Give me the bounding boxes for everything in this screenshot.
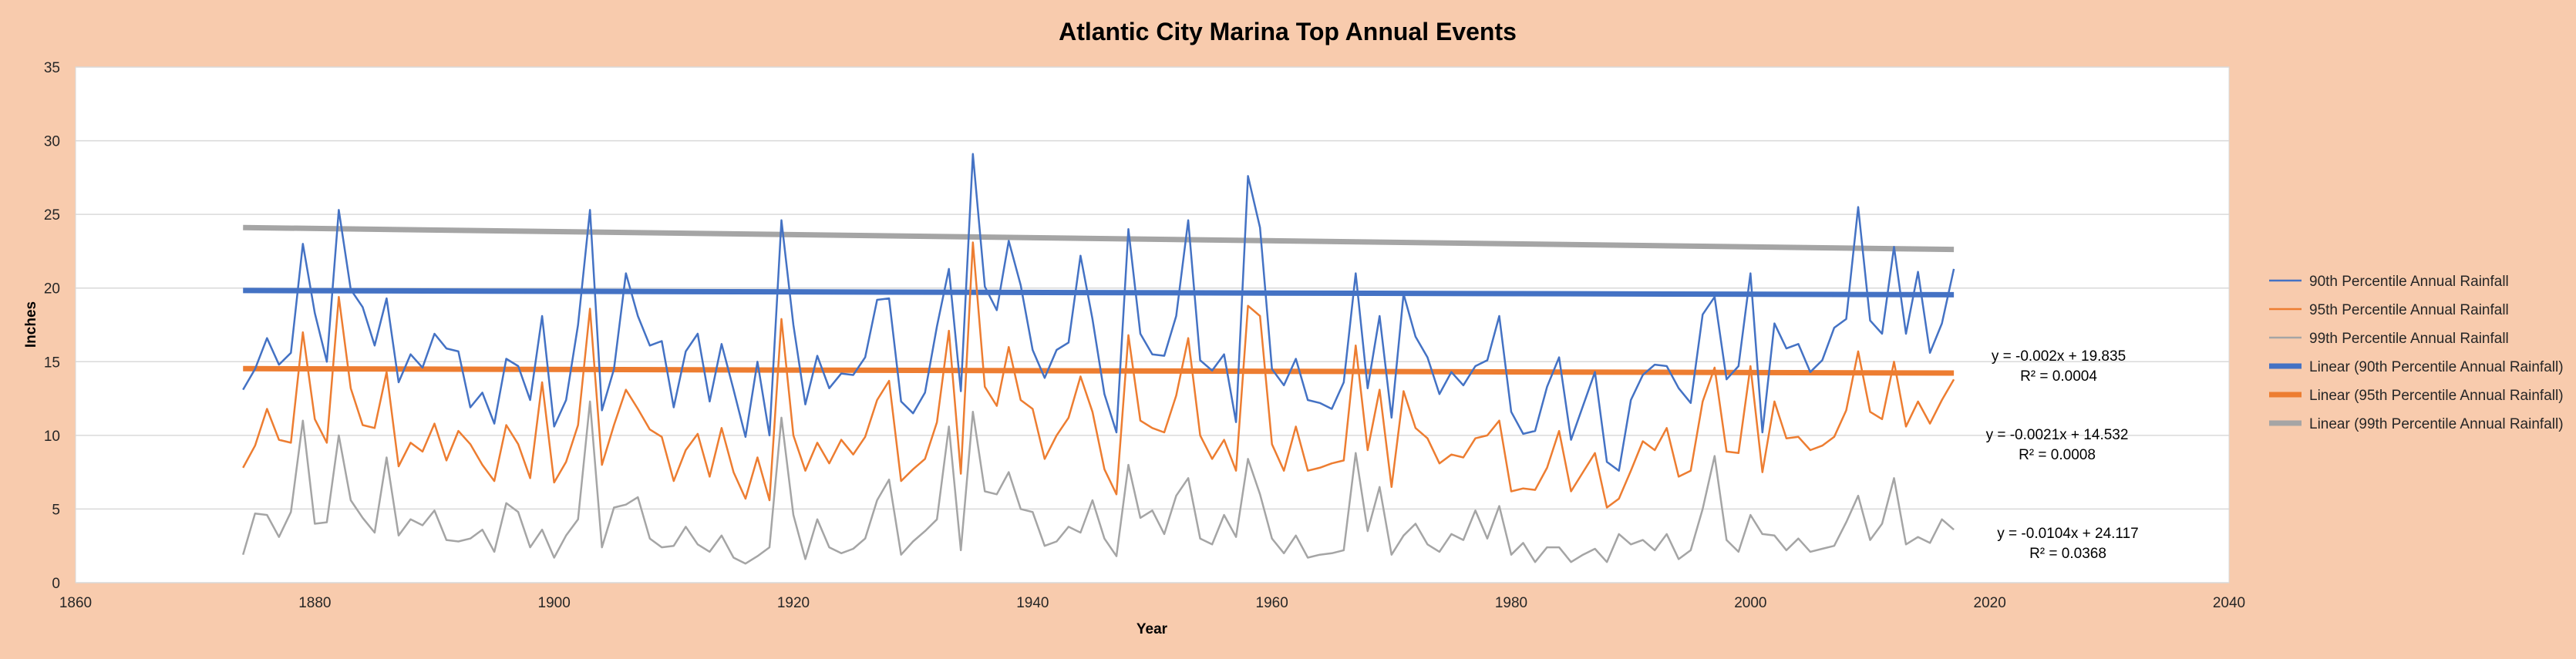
trendline-equations: y = -0.002x + 19.835 R² = 0.0004 y = -0.00… bbox=[1986, 348, 2139, 562]
legend-label: Linear (90th Percentile Annual Rainfall) bbox=[2309, 359, 2564, 375]
x-tick-label: 2020 bbox=[1974, 595, 2006, 611]
series-line bbox=[242, 241, 1955, 509]
legend-label: 95th Percentile Annual Rainfall bbox=[2309, 302, 2509, 318]
legend-label: 90th Percentile Annual Rainfall bbox=[2309, 274, 2509, 290]
trendline-r2: R² = 0.0008 bbox=[2019, 447, 2096, 463]
x-tick-label: 2000 bbox=[1734, 595, 1766, 611]
series-lines bbox=[241, 153, 1955, 565]
legend-label: 99th Percentile Annual Rainfall bbox=[2309, 331, 2509, 347]
trendline bbox=[243, 365, 1955, 376]
y-axis-ticks: 0 5 10 15 20 25 30 35 bbox=[44, 60, 60, 592]
series-line bbox=[241, 400, 1955, 565]
y-tick-label: 15 bbox=[44, 355, 60, 371]
x-tick-label: 1960 bbox=[1256, 595, 1288, 611]
gridlines bbox=[76, 66, 2229, 583]
y-tick-label: 30 bbox=[44, 134, 60, 150]
x-tick-label: 1920 bbox=[777, 595, 810, 611]
y-tick-label: 0 bbox=[52, 576, 60, 592]
y-tick-label: 20 bbox=[44, 281, 60, 298]
series-line bbox=[242, 153, 1955, 472]
x-tick-label: 1980 bbox=[1495, 595, 1527, 611]
legend: 90th Percentile Annual Rainfall 95th Perc… bbox=[2269, 274, 2564, 432]
x-tick-label: 1860 bbox=[59, 595, 92, 611]
y-axis-title: Inches bbox=[23, 301, 39, 348]
legend-label: Linear (99th Percentile Annual Rainfall) bbox=[2309, 416, 2564, 432]
trendline bbox=[243, 287, 1955, 298]
y-tick-label: 10 bbox=[44, 429, 60, 445]
x-axis-ticks: 1860 1880 1900 1920 1940 1960 1980 2000 2020 2040 bbox=[59, 595, 2245, 611]
x-tick-label: 1900 bbox=[538, 595, 571, 611]
legend-label: Linear (95th Percentile Annual Rainfall) bbox=[2309, 388, 2564, 404]
x-tick-label: 1940 bbox=[1016, 595, 1049, 611]
x-axis-title: Year bbox=[1136, 621, 1168, 637]
chart-title: Atlantic City Marina Top Annual Events bbox=[1059, 18, 1517, 45]
trendline-r2: R² = 0.0004 bbox=[2020, 368, 2097, 385]
y-tick-label: 25 bbox=[44, 207, 60, 224]
trendline-r2: R² = 0.0368 bbox=[2029, 546, 2106, 562]
trendline-equation: y = -0.0021x + 14.532 bbox=[1986, 427, 2129, 443]
x-tick-label: 1880 bbox=[298, 595, 331, 611]
trendlines bbox=[243, 224, 1955, 376]
trendline-equation: y = -0.002x + 19.835 bbox=[1992, 348, 2126, 365]
y-tick-label: 5 bbox=[52, 502, 60, 518]
y-tick-label: 35 bbox=[44, 60, 60, 76]
plot-area bbox=[75, 66, 2230, 583]
x-tick-label: 2040 bbox=[2213, 595, 2245, 611]
trendline bbox=[243, 224, 1955, 253]
trendline-equation: y = -0.0104x + 24.117 bbox=[1997, 526, 2138, 542]
